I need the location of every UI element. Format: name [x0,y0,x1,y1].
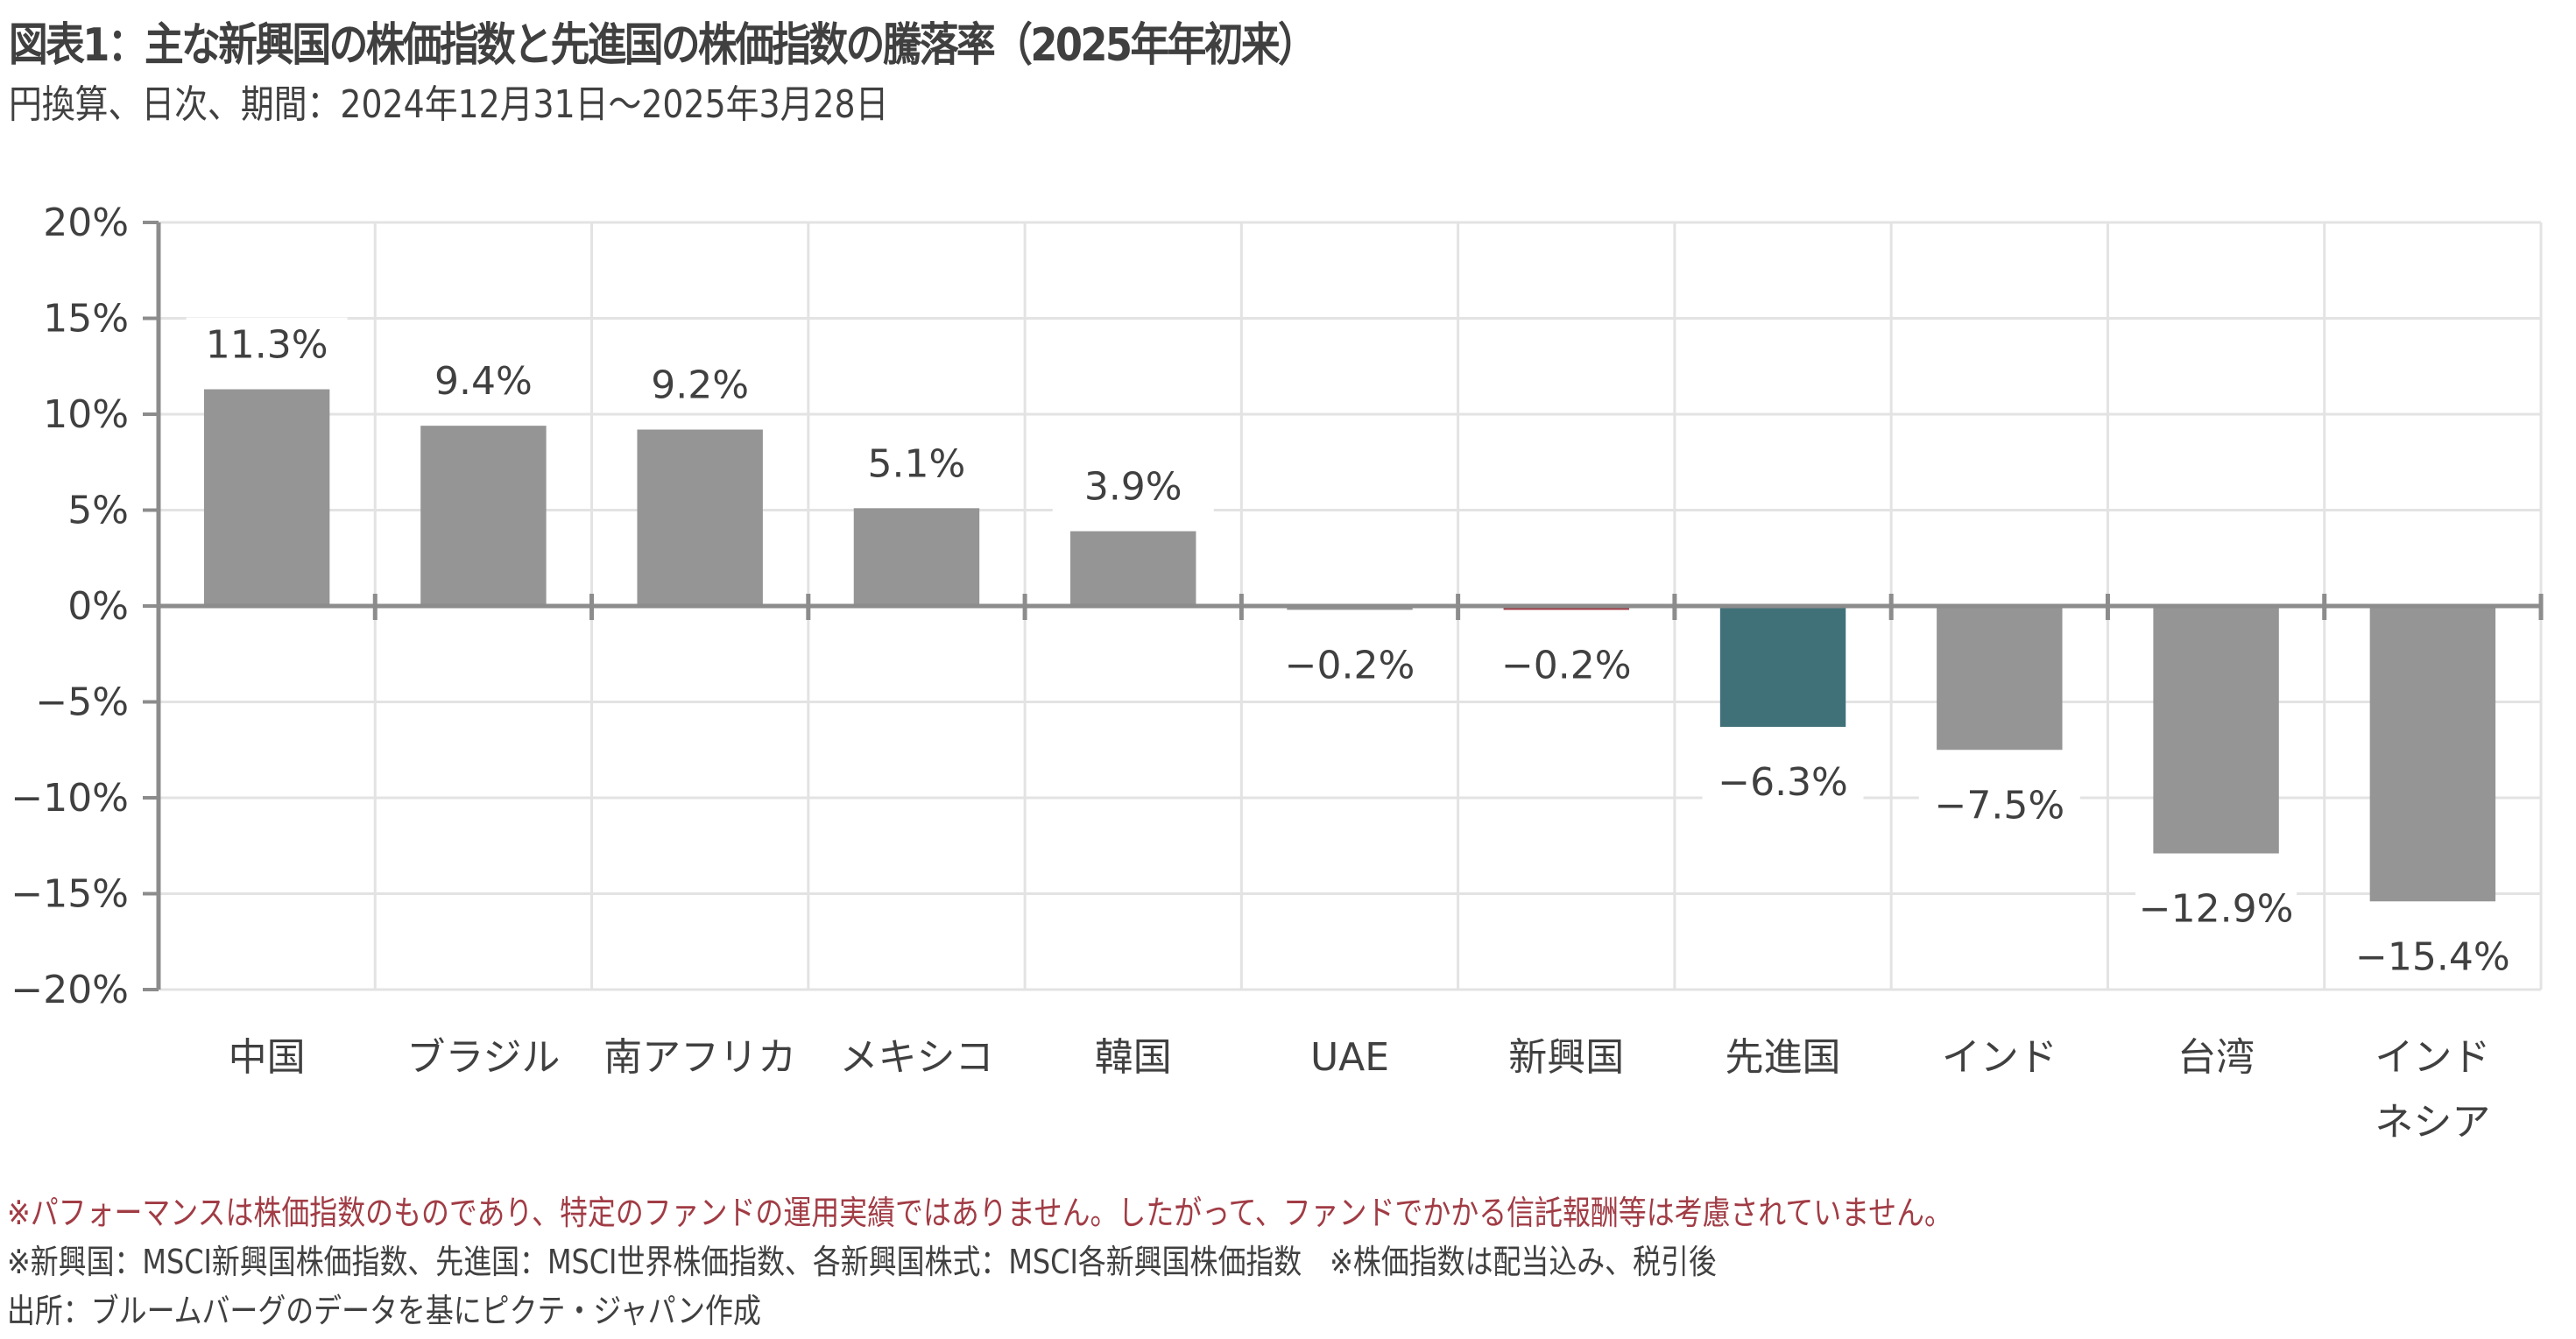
category-label: UAE [1310,1035,1389,1080]
y-tick-label: −10% [11,776,129,821]
data-label-bg [1486,638,1648,691]
data-label-bg [1702,754,1864,807]
data-label-bg [1918,778,2080,831]
source-note: 出所：ブルームバーグのデータを基にピクテ・ジャパン作成 [7,1292,761,1330]
category-label: 先進国 [1726,1035,1841,1080]
data-label-bg [836,436,998,490]
data-label: 5.1% [868,441,966,486]
y-tick-label: −15% [11,872,129,917]
category-label: 台湾 [2177,1035,2255,1080]
axes [143,221,2544,991]
bar [637,429,763,606]
bar [2153,606,2279,854]
data-label-bg [1052,459,1214,512]
chart-title: 図表1：主な新興国の株価指数と先進国の株価指数の騰落率（2025年年初来） [9,19,1317,72]
data-label: 11.3% [206,323,328,368]
category-label: メキシコ [839,1035,993,1080]
bars [203,389,2496,902]
category-label: 韓国 [1095,1035,1172,1080]
data-label-bg [402,354,564,407]
data-label-bg [2352,929,2514,983]
category-label: インド [1942,1035,2057,1080]
data-label: −0.2% [1285,643,1415,687]
data-labels: 11.3% 9.4% 9.2% 5.1% 3.9% −0.2% −0.2% −6.3% −7.5… [186,317,2514,983]
chart-subtitle: 円換算、日次、期間：2024年12月31日～2025年3月28日 [9,82,889,127]
bar [1070,531,1196,606]
data-label: −12.9% [2139,887,2294,932]
data-label: −0.2% [1501,643,1632,687]
bar [853,508,980,606]
bar [2369,606,2496,902]
data-label: −15.4% [2355,934,2510,979]
y-axis-labels: 20% 15% 10% 5% 0% −5% −10% −15% −20% [11,201,129,1012]
y-tick-label: −5% [35,680,129,725]
category-label: インド [2375,1035,2490,1080]
category-label: 新興国 [1508,1035,1624,1080]
data-label: −7.5% [1934,783,2064,828]
y-tick-label: 15% [43,297,129,342]
data-label-bg [1269,638,1430,691]
category-label: 南アフリカ [603,1035,796,1080]
data-label-bg [2135,881,2297,934]
bar [420,426,547,606]
index-definition-note: ※新興国：MSCI新興国株価指数、先進国：MSCI世界株価指数、各新興国株式：M… [7,1243,1717,1281]
bar [203,389,330,606]
data-label-bg [619,357,781,411]
data-label: 9.2% [651,363,749,408]
y-tick-label: 10% [43,392,129,437]
category-label: ブラジル [406,1035,560,1080]
y-tick-label: −20% [11,968,129,1012]
data-label-bg [186,317,348,370]
category-label: 中国 [229,1035,306,1080]
y-tick-label: 0% [67,584,129,629]
data-label: 3.9% [1084,465,1182,510]
data-label: −6.3% [1718,760,1848,805]
category-label: ネシア [2375,1100,2490,1145]
bar-chart: 20% 15% 10% 5% 0% −5% −10% −15% −20% 11.3% 9.4% 9.… [11,201,2544,1145]
disclaimer-note: ※パフォーマンスは株価指数のものであり、特定のファンドの運用実績ではありません。… [7,1194,1952,1232]
bar [1719,606,1846,727]
y-tick-label: 5% [67,489,129,533]
bar [1937,606,2063,751]
data-label: 9.4% [434,359,533,404]
y-tick-label: 20% [43,201,129,245]
